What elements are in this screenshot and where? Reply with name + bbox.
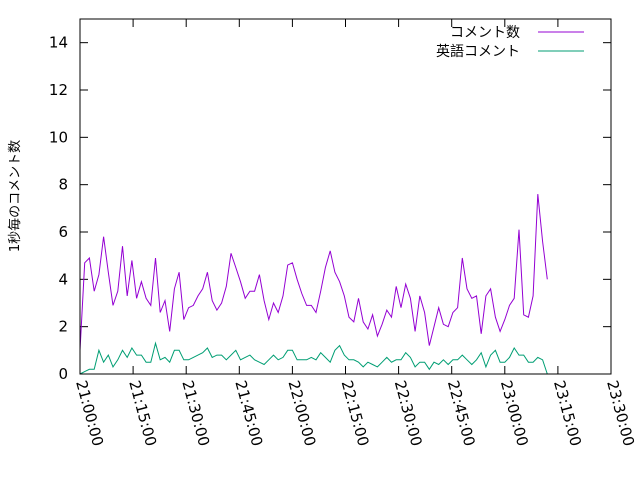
y-tick-label: 2 — [58, 318, 68, 336]
x-tick-label: 22:30:00 — [391, 378, 426, 448]
series-line-1 — [79, 341, 548, 375]
y-tick-label: 4 — [58, 270, 68, 288]
x-tick-label: 21:30:00 — [178, 378, 213, 448]
y-tick-label: 6 — [58, 223, 68, 241]
x-tick-label: 23:30:00 — [603, 378, 638, 448]
x-tick-label: 23:15:00 — [550, 378, 585, 448]
y-tick-label: 12 — [49, 81, 68, 99]
y-tick-label: 0 — [58, 365, 68, 383]
y-axis-ticks: 0 2 4 6 8 10 12 14 — [49, 34, 611, 383]
legend-label-1: 英語コメント — [436, 43, 520, 60]
y-tick-label: 10 — [49, 128, 68, 146]
x-tick-label: 21:45:00 — [231, 378, 266, 448]
x-tick-label: 22:15:00 — [338, 378, 373, 448]
x-tick-label: 21:00:00 — [72, 378, 107, 448]
legend-label-0: コメント数 — [450, 25, 520, 41]
y-axis-label: 1秒毎のコメント数 — [7, 140, 23, 252]
x-tick-label: 22:00:00 — [285, 378, 320, 448]
x-tick-label: 22:45:00 — [444, 378, 479, 448]
series-line-0 — [79, 194, 548, 351]
x-tick-label: 21:15:00 — [125, 378, 160, 448]
plot-frame — [79, 18, 612, 375]
x-axis-ticks: 21:00:00 21:15:00 21:30:00 21:45:00 22:00:00… — [72, 19, 638, 448]
series-layer — [79, 194, 548, 375]
y-tick-label: 14 — [49, 34, 68, 52]
y-tick-label: 8 — [58, 176, 68, 194]
x-tick-label: 23:00:00 — [497, 378, 532, 448]
